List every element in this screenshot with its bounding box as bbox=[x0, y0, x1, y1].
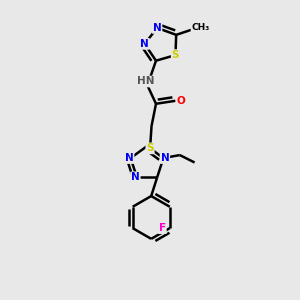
Text: N: N bbox=[153, 23, 161, 33]
Text: S: S bbox=[146, 143, 154, 153]
Text: O: O bbox=[177, 96, 186, 106]
Text: N: N bbox=[140, 39, 149, 49]
Text: N: N bbox=[160, 153, 169, 163]
Text: N: N bbox=[125, 153, 134, 163]
Text: N: N bbox=[131, 172, 140, 182]
Text: CH₃: CH₃ bbox=[191, 23, 210, 32]
Text: HN: HN bbox=[137, 76, 154, 86]
Text: S: S bbox=[172, 50, 179, 60]
Text: F: F bbox=[159, 223, 166, 233]
